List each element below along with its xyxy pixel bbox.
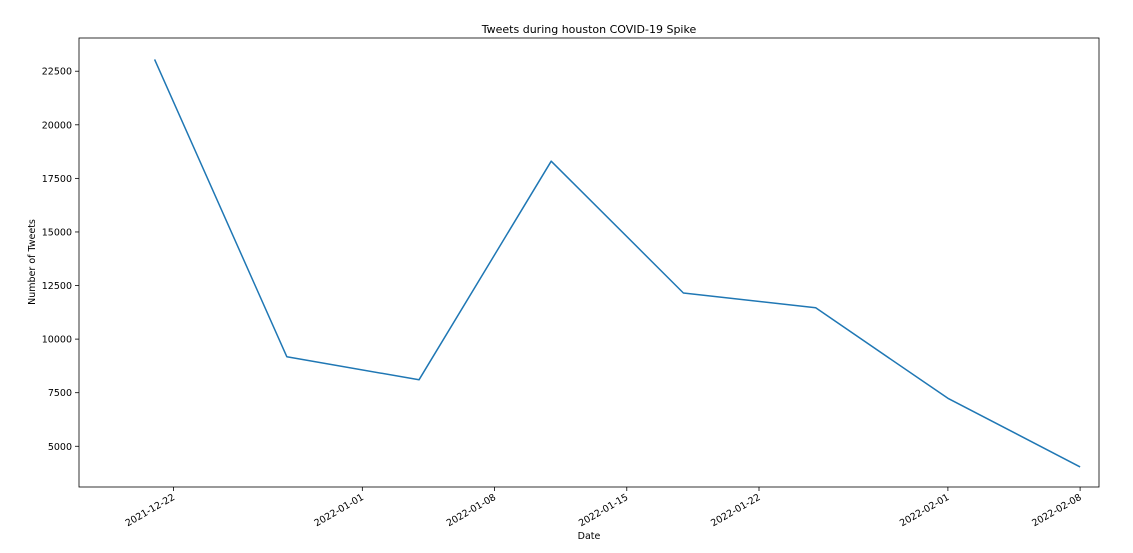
- y-tick-label: 7500: [48, 388, 72, 399]
- series-layer: [153, 59, 1081, 468]
- y-tick-label: 12500: [42, 281, 72, 292]
- x-tick-label: 2022-01-01: [313, 492, 366, 529]
- x-tick-label: 2022-02-01: [898, 492, 951, 529]
- plot-frame: [78, 37, 1100, 488]
- y-tick-label: 10000: [42, 335, 72, 346]
- series-line-0: [153, 59, 1081, 468]
- y-axis-label: Number of Tweets: [27, 219, 38, 305]
- y-tick-label: 17500: [42, 174, 72, 185]
- x-tick-label: 2021-12-22: [124, 492, 177, 529]
- x-tick-label: 2022-02-08: [1030, 492, 1083, 529]
- y-tick-label: 20000: [42, 120, 72, 131]
- x-tick-label: 2022-01-22: [709, 492, 762, 529]
- y-axis: 5000 7500 10000 12500 15000 17500 20000 22500: [42, 67, 79, 453]
- x-tick-label: 2022-01-08: [445, 492, 498, 529]
- y-tick-label: 22500: [42, 67, 72, 78]
- chart-title: Tweets during houston COVID-19 Spike: [481, 23, 697, 36]
- x-axis-label: Date: [578, 531, 601, 542]
- x-tick-label: 2022-01-15: [577, 492, 630, 529]
- y-tick-label: 5000: [48, 442, 72, 453]
- y-tick-label: 15000: [42, 227, 72, 238]
- x-axis: 2021-12-22 2022-01-01 2022-01-08 2022-01-15…: [124, 487, 1084, 529]
